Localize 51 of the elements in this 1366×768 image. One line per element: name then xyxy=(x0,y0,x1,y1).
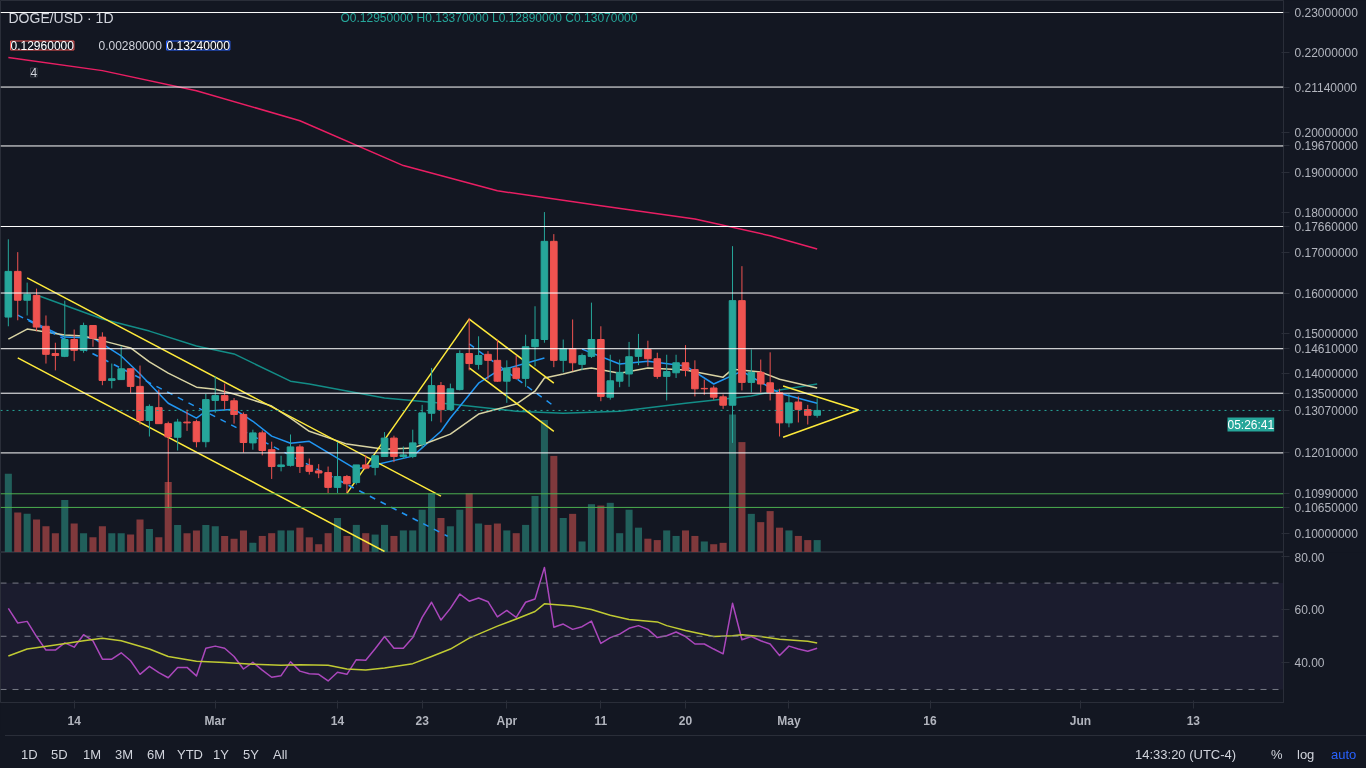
text: 5Y xyxy=(243,746,259,764)
x-tick-label: 20 xyxy=(678,713,693,728)
text: auto xyxy=(1331,746,1357,764)
annotation: 4 xyxy=(30,66,38,80)
ref-line-label: 0.10990000 xyxy=(1294,487,1359,502)
x-tick-label: 11 xyxy=(594,713,608,728)
text: 6M xyxy=(147,746,166,764)
y-tick-label: 0.10000000 xyxy=(1294,526,1359,541)
annotation: 0.00280000 xyxy=(98,39,163,53)
text: 3M xyxy=(115,746,134,764)
y-tick-label: 0.22000000 xyxy=(1294,46,1359,61)
x-tick-label: May xyxy=(777,713,801,728)
text: YTD xyxy=(177,746,203,764)
annotation: 05:26:41 xyxy=(1227,417,1275,432)
y-tick-label: 80.00 xyxy=(1294,550,1325,565)
y-tick-label: 0.17000000 xyxy=(1294,246,1359,261)
annotation: O0.12950000 H0.13370000 L0.12890000 C0.13070000 xyxy=(340,10,638,25)
text: DOGE/USD · 1D xyxy=(8,9,114,26)
ref-line-label: 0.14610000 xyxy=(1294,342,1359,357)
ref-line-label: 0.13070000 xyxy=(1294,403,1359,418)
x-tick-label: 13 xyxy=(1186,713,1201,728)
ref-line-label: 0.19670000 xyxy=(1294,139,1359,154)
text: % xyxy=(1271,746,1283,764)
ref-line-label: 0.23000000 xyxy=(1294,6,1359,21)
y-tick-label: 0.19000000 xyxy=(1294,166,1359,181)
y-tick-label: 0.20000000 xyxy=(1294,126,1359,141)
y-tick-label: 60.00 xyxy=(1294,603,1325,618)
ref-line-label: 0.13500000 xyxy=(1294,386,1359,401)
x-tick-label: 14 xyxy=(67,713,82,728)
x-tick-label: Mar xyxy=(204,713,227,728)
x-tick-label: Apr xyxy=(496,713,518,728)
text: log xyxy=(1297,746,1315,764)
x-tick-label: 23 xyxy=(415,713,430,728)
text: 1M xyxy=(83,746,102,764)
y-tick-label: 0.14000000 xyxy=(1294,366,1359,381)
y-tick-label: 0.15000000 xyxy=(1294,326,1359,341)
ref-line-label: 0.12010000 xyxy=(1294,446,1359,461)
x-tick-label: 14 xyxy=(330,713,345,728)
ref-line-label: 0.21140000 xyxy=(1294,80,1358,95)
x-tick-label: Jun xyxy=(1069,713,1092,728)
ref-line-label: 0.10650000 xyxy=(1294,500,1359,515)
text: All xyxy=(273,746,288,764)
text: 5D xyxy=(51,746,68,764)
y-tick-label: 40.00 xyxy=(1294,656,1325,671)
ref-line-label: 0.16000000 xyxy=(1294,286,1359,301)
text: 14:33:20 (UTC-4) xyxy=(1135,746,1237,764)
y-tick-label: 0.18000000 xyxy=(1294,206,1359,221)
ref-line-label: 0.17660000 xyxy=(1294,220,1359,235)
x-tick-label: 16 xyxy=(923,713,938,728)
text: 1Y xyxy=(213,746,229,764)
text: 1D xyxy=(21,746,38,764)
